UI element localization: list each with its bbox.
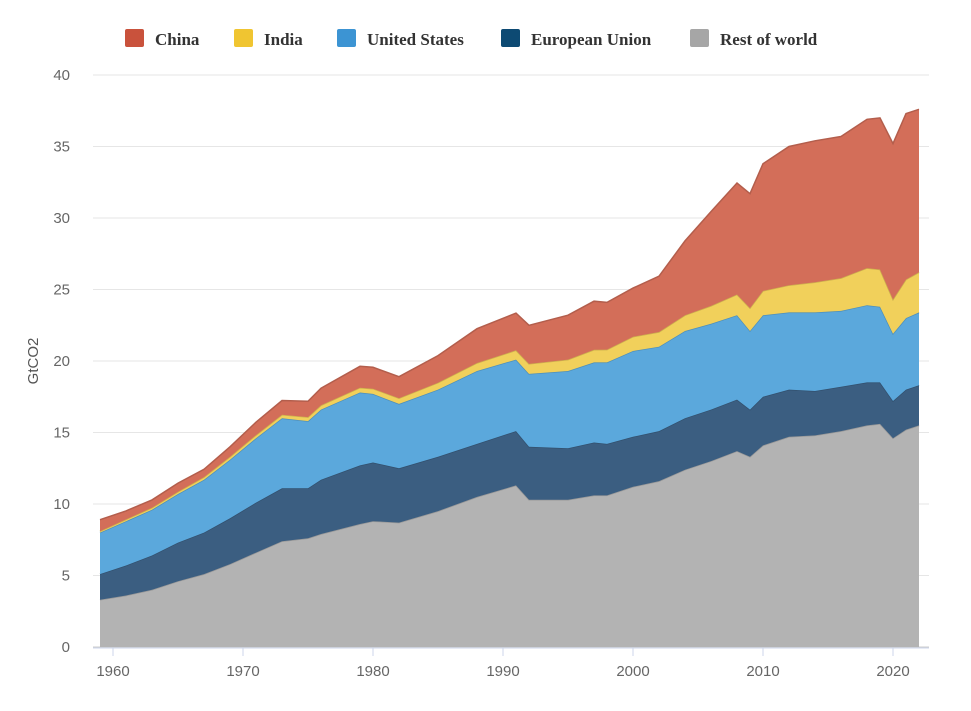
area-european-union [100, 382, 919, 600]
legend-swatch [690, 29, 709, 47]
y-tick-label: 15 [53, 425, 70, 442]
x-tick-label: 1960 [96, 663, 129, 680]
legend-swatch [337, 29, 356, 47]
legend: China India United States European Union Res… [125, 29, 818, 49]
area-series [99, 108, 920, 647]
legend-item-european-union[interactable]: European Union [501, 29, 652, 49]
x-tick-label: 1980 [356, 663, 389, 680]
y-tick-label: 25 [53, 282, 70, 299]
x-tick-label: 2000 [616, 663, 649, 680]
x-tick-label: 2010 [746, 663, 779, 680]
legend-item-united-states[interactable]: United States [337, 29, 464, 49]
legend-label: United States [367, 30, 464, 49]
legend-label: India [264, 30, 303, 49]
legend-label: European Union [531, 30, 652, 49]
legend-item-rest-of-world[interactable]: Rest of world [690, 29, 818, 49]
x-tick-label: 2020 [876, 663, 909, 680]
y-tick-label: 5 [62, 568, 70, 585]
legend-item-india[interactable]: India [234, 29, 303, 49]
legend-swatch [234, 29, 253, 47]
area-india [100, 268, 919, 533]
area-china [100, 109, 919, 532]
legend-label: Rest of world [720, 30, 818, 49]
y-tick-label: 0 [62, 639, 70, 656]
y-tick-label: 35 [53, 139, 70, 156]
area-edge-china [99, 108, 920, 521]
y-tick-label: 40 [53, 67, 70, 84]
y-tick-label: 20 [53, 353, 70, 370]
x-tick-label: 1970 [226, 663, 259, 680]
axes: 0 5 10 15 20 25 30 35 40 1960 1970 1980 1990 2000 2010… [53, 67, 929, 680]
legend-swatch [125, 29, 144, 47]
y-axis-label: GtCO2 [25, 338, 42, 385]
legend-item-china[interactable]: China [125, 29, 200, 49]
area-rest-of-world [100, 423, 919, 647]
y-tick-label: 30 [53, 210, 70, 227]
legend-label: China [155, 30, 200, 49]
x-tick-label: 1990 [486, 663, 519, 680]
legend-swatch [501, 29, 520, 47]
y-tick-label: 10 [53, 496, 70, 513]
area-united-states [100, 305, 919, 575]
